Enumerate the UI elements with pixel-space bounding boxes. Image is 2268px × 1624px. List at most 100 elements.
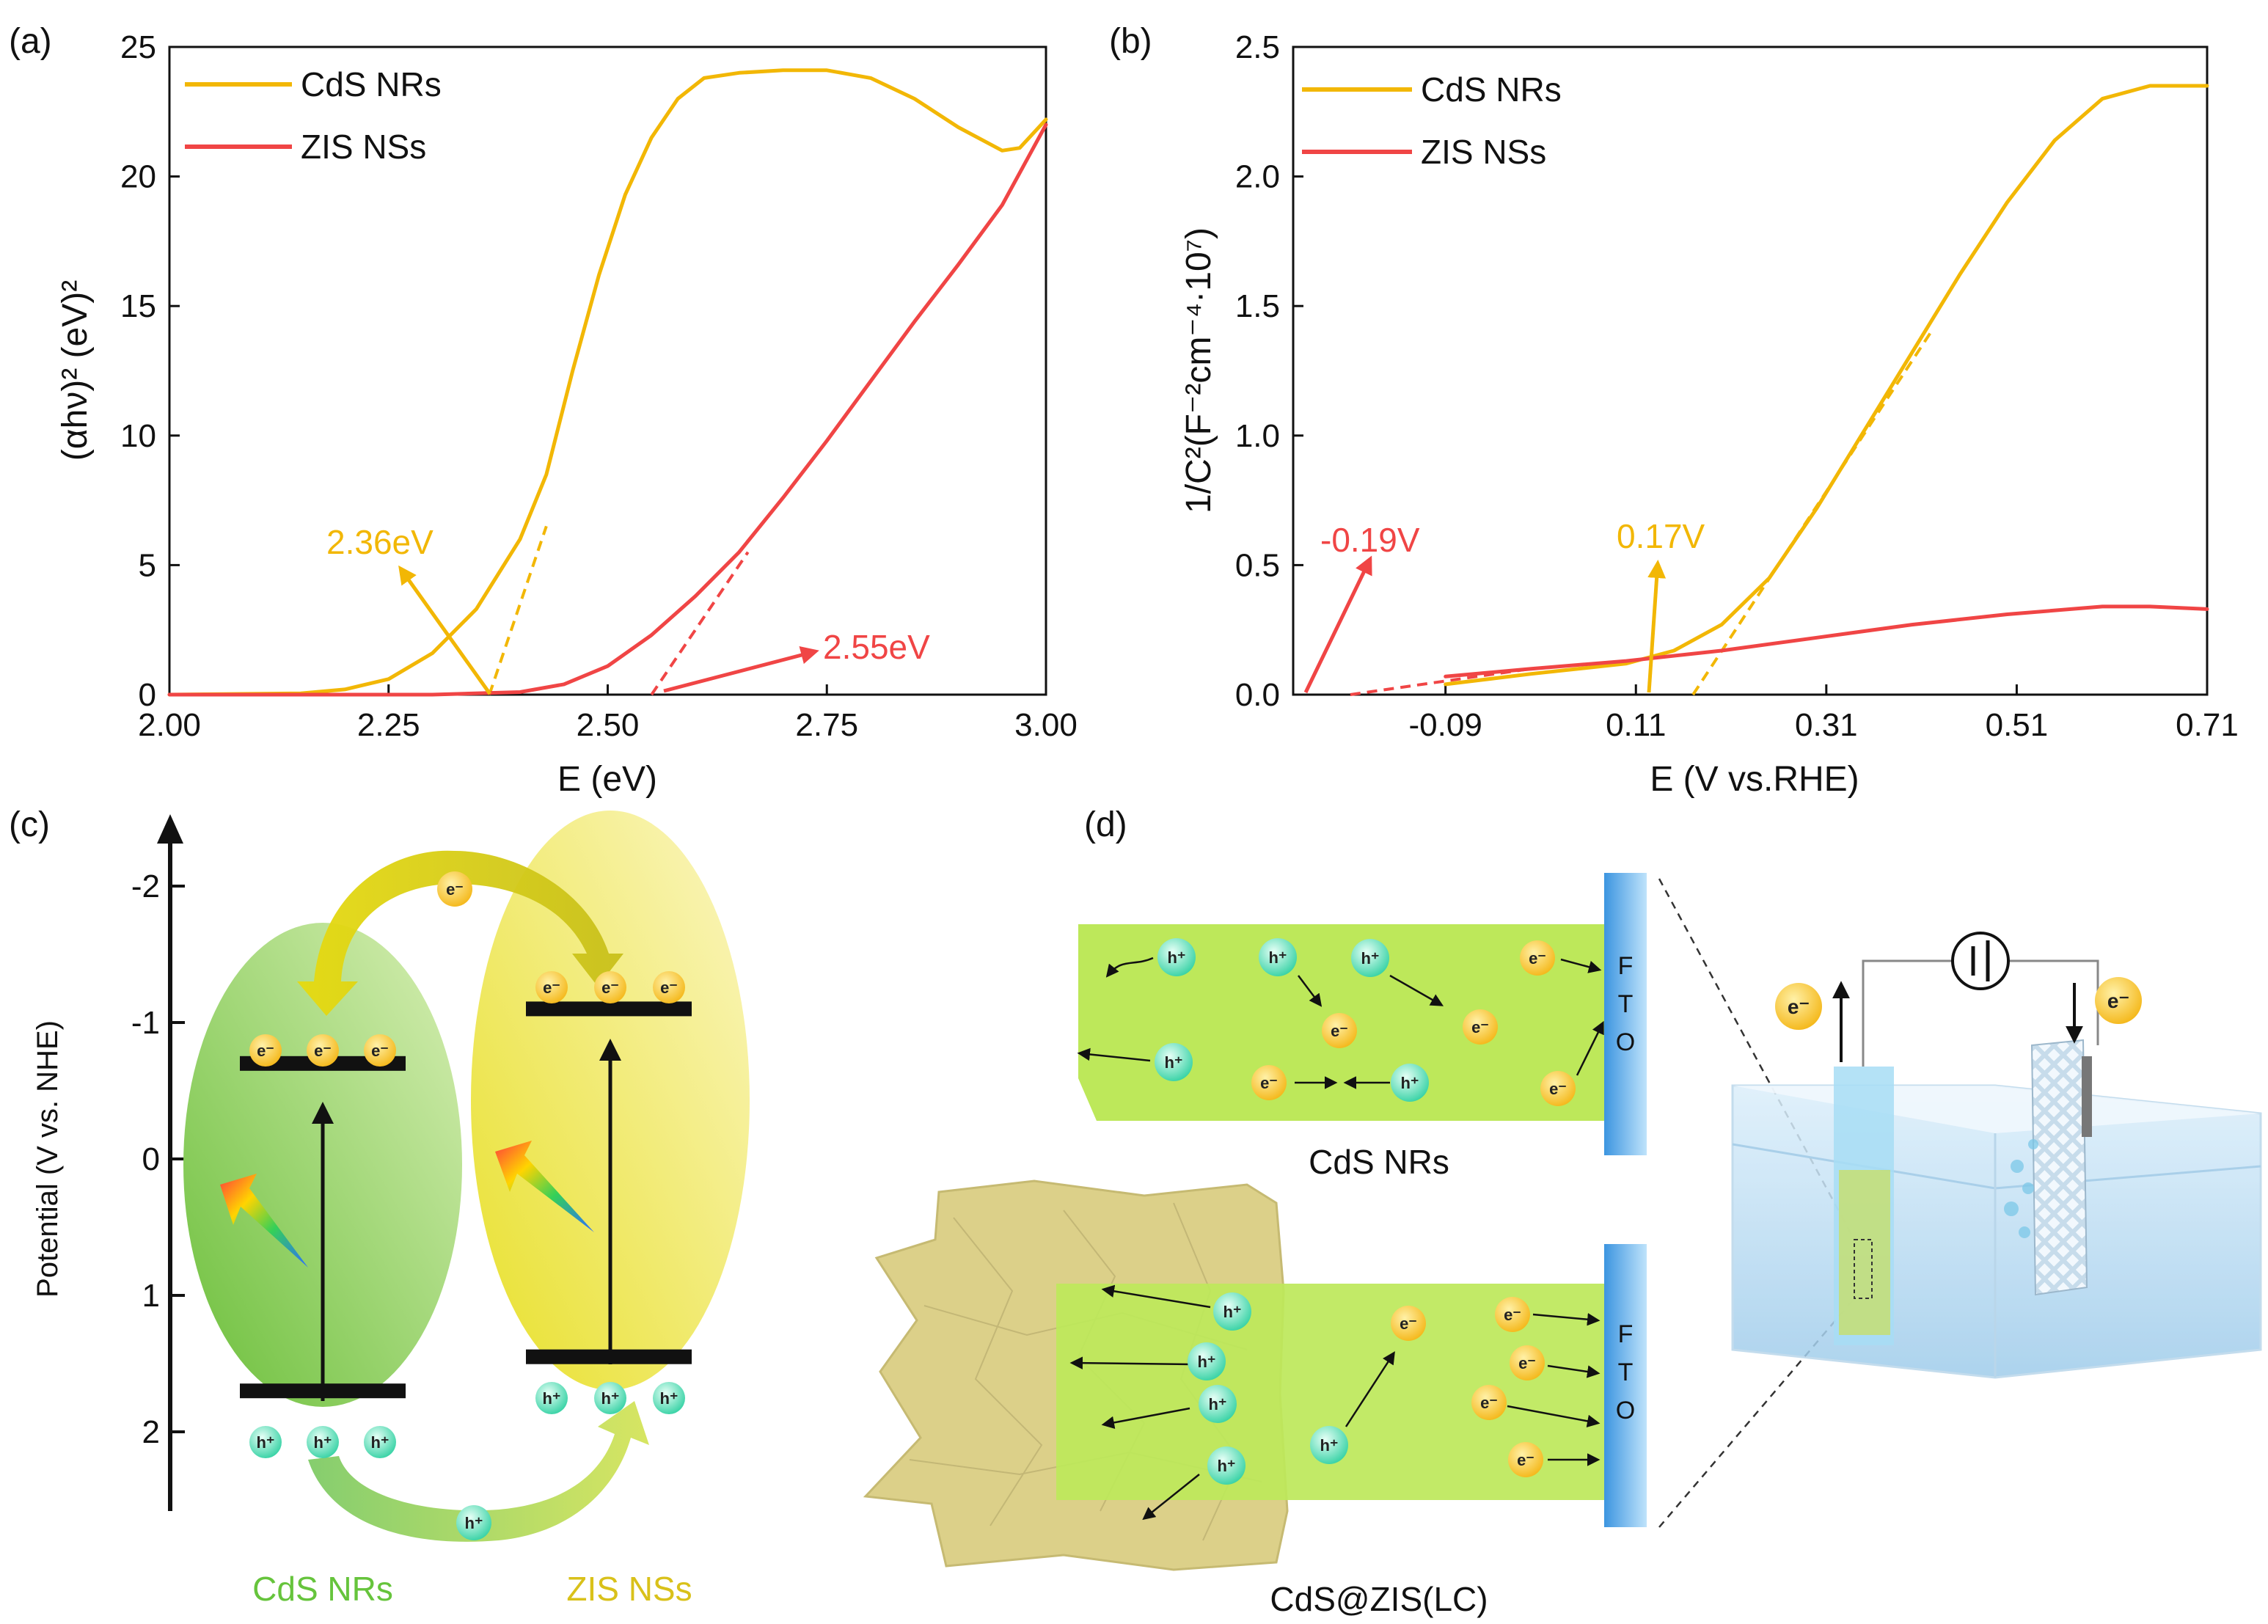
- bottom-diagram-label: CdS@ZIS(LC): [1270, 1580, 1488, 1618]
- panel-c-ytick-label: 0: [142, 1141, 160, 1177]
- counter-electrode-clip: [2082, 1056, 2092, 1137]
- svg-text:e⁻: e⁻: [543, 979, 560, 997]
- cds-label: CdS NRs: [252, 1570, 393, 1608]
- zis-electrons: e⁻ e⁻ e⁻: [535, 971, 685, 1003]
- panel-c-ytick-label: -2: [131, 868, 160, 904]
- legend-b-zis: ZIS NSs: [1421, 133, 1546, 171]
- panel-a-series-zis: [167, 122, 1048, 697]
- panel-b-ytick-label: 2.0: [1235, 159, 1280, 195]
- svg-text:h⁺: h⁺: [1208, 1395, 1226, 1413]
- annotation-a-zis-arrow: [663, 645, 819, 693]
- zis-holes: h⁺ h⁺ h⁺: [535, 1382, 685, 1414]
- hole: h⁺: [1199, 1385, 1237, 1423]
- panel-c-ytick-label: 1: [142, 1278, 160, 1314]
- panel-c-ticks: -2 -1 0 1 2: [131, 868, 185, 1450]
- hole: h⁺: [364, 1426, 396, 1458]
- panel-a-xtick-label: 3.00: [1014, 707, 1078, 743]
- panel-a-ytick-label: 0: [139, 677, 156, 713]
- electron: e⁻: [1540, 1071, 1576, 1106]
- hole: h⁺: [1157, 938, 1196, 976]
- panel-a-ytick-label: 20: [120, 159, 156, 195]
- hole: h⁺: [1351, 939, 1389, 977]
- power-source-icon: [1951, 932, 2010, 990]
- hole: h⁺: [535, 1382, 568, 1414]
- svg-text:e⁻: e⁻: [371, 1042, 389, 1060]
- svg-text:h⁺: h⁺: [1361, 949, 1379, 968]
- panel-a-ytick-label: 25: [120, 29, 156, 65]
- top-electrons: e⁻ e⁻ e⁻ e⁻ e⁻: [1251, 940, 1576, 1106]
- electron-transfer-arrow: [297, 850, 623, 1016]
- panel-c: (c) -2 -1 0 1 2 Potential (V vs. NHE) e⁻ e⁻ …: [9, 805, 750, 1608]
- svg-text:e⁻: e⁻: [1788, 995, 1810, 1018]
- zoom-box: [1854, 1239, 1873, 1299]
- annotation-a-zis: 2.55eV: [823, 628, 930, 666]
- panel-b-ticks: -0.09 0.11 0.31 0.51 0.71 0.0 0.5 1.0 1.5 2.0 2.5: [1235, 29, 2239, 743]
- electron: e⁻: [2095, 977, 2142, 1024]
- panel-b-ytick-label: 0.5: [1235, 547, 1280, 583]
- panel-b-xtick-label: 0.31: [1795, 707, 1858, 743]
- hole: h⁺: [1213, 1292, 1251, 1331]
- legend-a-zis: ZIS NSs: [301, 128, 426, 166]
- panel-c-axis-arrowhead: [157, 814, 183, 844]
- panel-a-ylabel: (αhν)² (eV)²: [56, 280, 95, 461]
- light-icon-zis: [495, 1141, 594, 1232]
- svg-text:e⁻: e⁻: [1504, 1306, 1521, 1324]
- electron: e⁻: [1775, 983, 1822, 1030]
- electron: e⁻: [249, 1034, 282, 1067]
- electron: e⁻: [535, 971, 568, 1003]
- svg-text:e⁻: e⁻: [257, 1042, 274, 1060]
- electron: e⁻: [653, 971, 685, 1003]
- panel-b-frame: [1292, 45, 2209, 696]
- panel-b: (b) -0.09 0.11 0.31 0.51 0.71 0.0 0.5 1.0 1.5 2.0…: [1109, 22, 2239, 799]
- panel-a: (a) 2.00 2.25 2.50 2.75 3.00 0 5 10 15 20 25 E (eV…: [9, 22, 1078, 799]
- panel-d: (d) F T O h⁺ h⁺ h⁺ h⁺ h⁺ e⁻ e⁻ e⁻ e⁻: [863, 805, 2262, 1618]
- svg-text:e⁻: e⁻: [2107, 990, 2129, 1012]
- light-icon-cds: [220, 1174, 308, 1268]
- transfer-electron: e⁻: [437, 871, 472, 907]
- svg-text:e⁻: e⁻: [446, 880, 464, 899]
- panel-b-xtick-label: 0.51: [1986, 707, 2049, 743]
- svg-text:h⁺: h⁺: [256, 1433, 274, 1452]
- zoom-line-bottom: [1658, 1298, 1855, 1528]
- electrochemical-cell: e⁻ e⁻: [1731, 932, 2262, 1379]
- hole: h⁺: [1391, 1064, 1429, 1102]
- hole: h⁺: [594, 1382, 626, 1414]
- annotation-b-zis-arrow: [1303, 555, 1372, 694]
- svg-text:e⁻: e⁻: [1549, 1080, 1567, 1098]
- cds-electrons: e⁻ e⁻ e⁻: [249, 1034, 396, 1067]
- bottom-carrier-arrows: [1069, 1284, 1601, 1521]
- panel-a-lines: [167, 68, 1048, 697]
- electron: e⁻: [1463, 1009, 1498, 1045]
- fto-letter: T: [1618, 1358, 1634, 1386]
- panel-b-ytick-label: 0.0: [1235, 677, 1280, 713]
- panel-a-label: (a): [9, 22, 52, 61]
- electron: e⁻: [1508, 1442, 1543, 1477]
- bottom-electrons: e⁻ e⁻ e⁻ e⁻ e⁻: [1391, 1297, 1545, 1477]
- fto-letter: O: [1616, 1028, 1635, 1056]
- svg-text:e⁻: e⁻: [1518, 1354, 1536, 1372]
- top-diagram-label: CdS NRs: [1309, 1143, 1449, 1181]
- hole: h⁺: [1259, 938, 1297, 976]
- svg-text:e⁻: e⁻: [1331, 1022, 1348, 1040]
- panel-a-ytick-label: 15: [120, 288, 156, 324]
- fto-letter: F: [1618, 952, 1634, 980]
- svg-text:h⁺: h⁺: [1164, 1053, 1182, 1072]
- hole: h⁺: [1207, 1446, 1245, 1485]
- svg-text:h⁺: h⁺: [659, 1389, 678, 1408]
- panel-c-ytick-label: -1: [131, 1005, 160, 1041]
- svg-text:h⁺: h⁺: [1167, 948, 1185, 967]
- hole: h⁺: [653, 1382, 685, 1414]
- panel-d-label: (d): [1084, 805, 1127, 844]
- hole-transfer-arrow: [308, 1401, 649, 1542]
- panel-a-tangent-line: [488, 525, 548, 695]
- panel-a-tangent-line: [650, 551, 750, 696]
- svg-text:e⁻: e⁻: [601, 979, 619, 997]
- panel-a-ytick-label: 10: [120, 418, 156, 454]
- panel-b-ytick-label: 1.0: [1235, 418, 1280, 454]
- hole: h⁺: [1310, 1426, 1348, 1464]
- panel-a-series-cds: [167, 68, 1048, 697]
- electron: e⁻: [307, 1034, 339, 1067]
- svg-text:e⁻: e⁻: [1471, 1018, 1489, 1036]
- zis-label: ZIS NSs: [566, 1570, 692, 1608]
